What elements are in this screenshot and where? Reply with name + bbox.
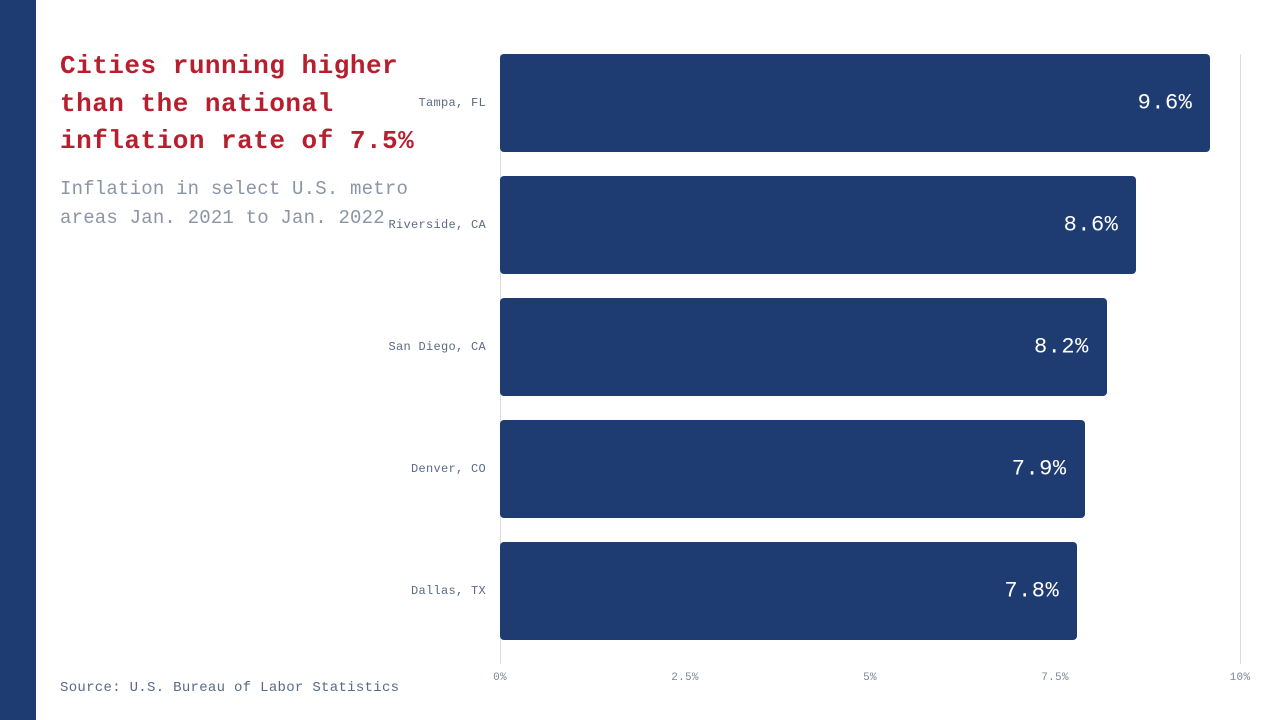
bar-row: Riverside, CA 8.6% bbox=[500, 176, 1240, 274]
bar-value-label: 9.6% bbox=[1138, 91, 1193, 116]
bar: 7.9% bbox=[500, 420, 1085, 518]
bar-category-label: Denver, CO bbox=[411, 462, 486, 476]
bar-row: Denver, CO 7.9% bbox=[500, 420, 1240, 518]
chart-title: Cities running higher than the national … bbox=[60, 48, 420, 161]
bar-category-label: Riverside, CA bbox=[388, 218, 486, 232]
x-tick: 5% bbox=[863, 672, 877, 684]
x-tick: 7.5% bbox=[1041, 672, 1069, 684]
axis-boundary-right bbox=[1240, 54, 1241, 664]
bar-value-label: 7.8% bbox=[1004, 579, 1059, 604]
chart-area: Tampa, FL 9.6% Riverside, CA 8.6% San Di… bbox=[500, 54, 1240, 664]
bar-value-label: 8.2% bbox=[1034, 335, 1089, 360]
left-accent-stripe bbox=[0, 0, 36, 720]
bar: 9.6% bbox=[500, 54, 1210, 152]
bar-category-label: San Diego, CA bbox=[388, 340, 486, 354]
bar-row: Dallas, TX 7.8% bbox=[500, 542, 1240, 640]
plot-area: Tampa, FL 9.6% Riverside, CA 8.6% San Di… bbox=[500, 54, 1240, 664]
bar: 8.6% bbox=[500, 176, 1136, 274]
chart-source: Source: U.S. Bureau of Labor Statistics bbox=[60, 680, 399, 696]
x-tick: 0% bbox=[493, 672, 507, 684]
bar-category-label: Tampa, FL bbox=[418, 96, 486, 110]
x-tick: 10% bbox=[1230, 672, 1251, 684]
bar-value-label: 7.9% bbox=[1012, 457, 1067, 482]
bar-row: Tampa, FL 9.6% bbox=[500, 54, 1240, 152]
bar: 7.8% bbox=[500, 542, 1077, 640]
bar-row: San Diego, CA 8.2% bbox=[500, 298, 1240, 396]
bar: 8.2% bbox=[500, 298, 1107, 396]
chart-subtitle: Inflation in select U.S. metro areas Jan… bbox=[60, 175, 420, 232]
x-tick: 2.5% bbox=[671, 672, 699, 684]
bar-category-label: Dallas, TX bbox=[411, 584, 486, 598]
title-block: Cities running higher than the national … bbox=[60, 48, 420, 232]
bar-value-label: 8.6% bbox=[1064, 213, 1119, 238]
